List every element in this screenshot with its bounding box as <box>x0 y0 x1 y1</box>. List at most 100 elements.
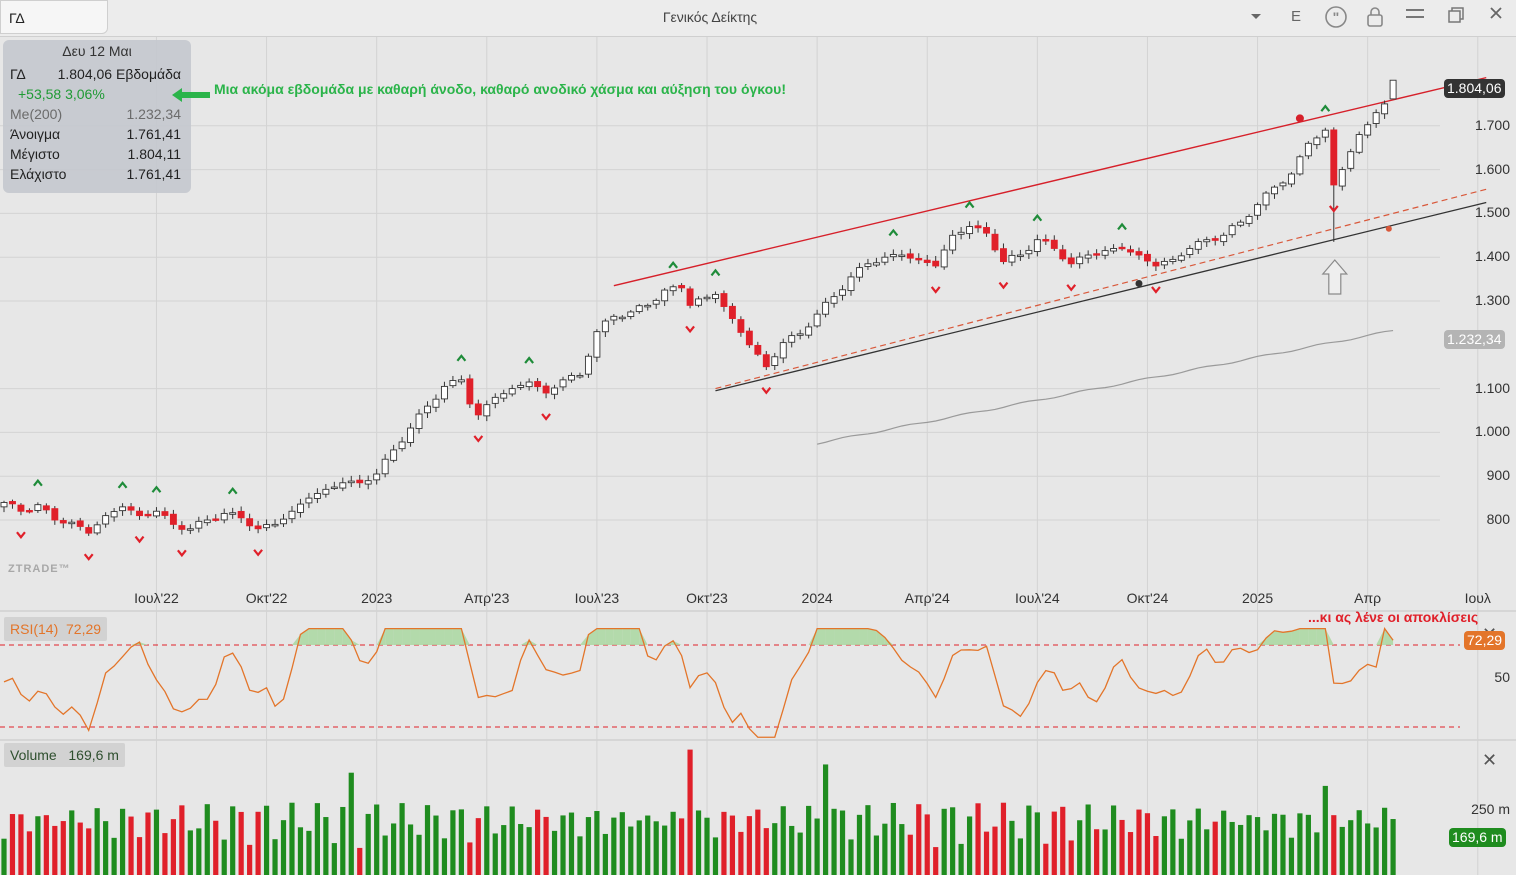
candle-body <box>627 311 635 317</box>
candle-body <box>1050 239 1058 249</box>
volume-bar <box>518 824 524 875</box>
maximize-icon[interactable] <box>1443 5 1469 29</box>
rsi-label[interactable]: RSI(14) 72,29 <box>4 617 108 641</box>
candle-body <box>771 356 779 366</box>
volume-bar <box>992 826 998 875</box>
candle-body <box>559 379 567 388</box>
candle-body <box>974 225 982 229</box>
chart-canvas[interactable] <box>0 37 1516 875</box>
volume-bar <box>1390 819 1396 875</box>
volume-bar <box>1195 808 1201 875</box>
fractal-down-marker <box>761 387 772 395</box>
fractal-down-marker <box>473 435 484 443</box>
support-dashed-line <box>715 188 1487 390</box>
rsi-overbought-fill <box>452 628 462 645</box>
lock-icon[interactable] <box>1362 5 1388 29</box>
candle-body <box>915 257 923 261</box>
volume-bar <box>822 764 829 875</box>
volume-bar <box>424 805 431 875</box>
last-price-tag: 1.804,06 <box>1444 79 1505 98</box>
volume-bar <box>162 833 168 875</box>
candle-body <box>1237 221 1245 226</box>
volume-bar <box>856 814 863 875</box>
fractal-up-marker <box>964 200 975 209</box>
volume-bar <box>441 838 448 875</box>
y-tick-label: 1.400 <box>1474 248 1510 265</box>
symbol-input[interactable]: ΓΔ <box>0 0 108 34</box>
volume-bar <box>560 815 566 875</box>
info-ma-value: 1.232,34 <box>126 106 182 122</box>
volume-close-icon[interactable]: ✕ <box>1482 750 1498 770</box>
rsi-overbought-fill <box>1308 628 1317 645</box>
volume-tick: 250 m <box>1471 801 1510 817</box>
x-tick-label: Απρ <box>1354 590 1382 606</box>
volume-bar <box>1204 829 1210 875</box>
candle-body <box>161 511 169 516</box>
candle-body <box>1203 239 1211 243</box>
candle-body <box>457 379 465 383</box>
period-button[interactable]: E <box>1290 8 1301 25</box>
volume-bar <box>509 806 515 875</box>
close-icon[interactable] <box>1483 5 1509 29</box>
candle-body <box>923 259 931 263</box>
dashed-anchor-dot <box>1385 225 1392 232</box>
menu-icon[interactable] <box>1402 5 1428 29</box>
up-arrow-icon <box>1321 259 1349 295</box>
candle-body <box>483 404 491 417</box>
volume-bar <box>52 825 58 875</box>
volume-bar <box>924 814 930 875</box>
volume-bar <box>492 833 498 875</box>
volume-bar <box>475 818 481 875</box>
candle-body <box>440 385 448 400</box>
volume-bar <box>145 812 151 875</box>
volume-bar <box>1077 820 1083 875</box>
volume-bar <box>916 804 922 875</box>
volume-bar <box>9 814 16 875</box>
volume-title: Volume <box>10 747 57 763</box>
volume-bar <box>1382 807 1388 875</box>
volume-bar <box>1305 814 1311 875</box>
fractal-up-marker <box>524 356 534 364</box>
rsi-overbought-fill <box>444 628 453 645</box>
volume-bar <box>941 808 947 875</box>
quote-icon[interactable]: " <box>1323 5 1349 29</box>
candle-body <box>1033 239 1041 252</box>
info-row-open: Άνοιγμα 1.761,41 <box>10 126 181 144</box>
info-low-value: 1.761,41 <box>126 166 182 182</box>
y-tick-label: 1.600 <box>1474 160 1510 177</box>
volume-bar <box>1331 815 1337 875</box>
volume-bar <box>467 842 473 875</box>
candle-body <box>398 441 406 450</box>
volume-bar <box>670 811 676 875</box>
info-row-price: ΓΔ 1.804,06 Εβδομάδα <box>10 66 181 84</box>
candle-body <box>754 344 762 355</box>
candle-body <box>297 503 304 513</box>
volume-label[interactable]: Volume 169,6 m <box>4 743 125 767</box>
candle-body <box>466 378 474 405</box>
volume-bar <box>662 825 668 875</box>
rsi-overbought-fill <box>419 628 428 645</box>
candle-body <box>889 253 897 258</box>
rsi-overbought-fill <box>605 628 614 645</box>
candle-body <box>542 385 550 394</box>
volume-bar <box>18 814 24 875</box>
info-price: 1.804,06 Εβδομάδα <box>57 66 181 82</box>
info-date: Δευ 12 Μαι <box>62 43 132 59</box>
volume-bar <box>348 772 354 875</box>
candle-body <box>1372 112 1380 124</box>
volume-bar <box>1085 804 1091 875</box>
volume-bar <box>323 817 329 875</box>
channel-anchor-dot <box>1295 114 1304 123</box>
volume-bar <box>611 817 617 875</box>
rsi-tag: 72,29 <box>1464 631 1506 650</box>
volume-bar <box>1034 812 1040 875</box>
volume-bar <box>1365 823 1371 875</box>
x-tick-label: Ιουλ'23 <box>574 590 620 606</box>
volume-bar <box>645 815 651 875</box>
candle-body <box>1177 255 1185 261</box>
dropdown-arrow-icon[interactable] <box>1243 5 1269 29</box>
info-row-high: Μέγιστο 1.804,11 <box>10 146 181 164</box>
volume-bar <box>1043 843 1049 875</box>
volume-bar <box>1051 811 1057 875</box>
info-row-low: Ελάχιστο 1.761,41 <box>10 166 181 184</box>
